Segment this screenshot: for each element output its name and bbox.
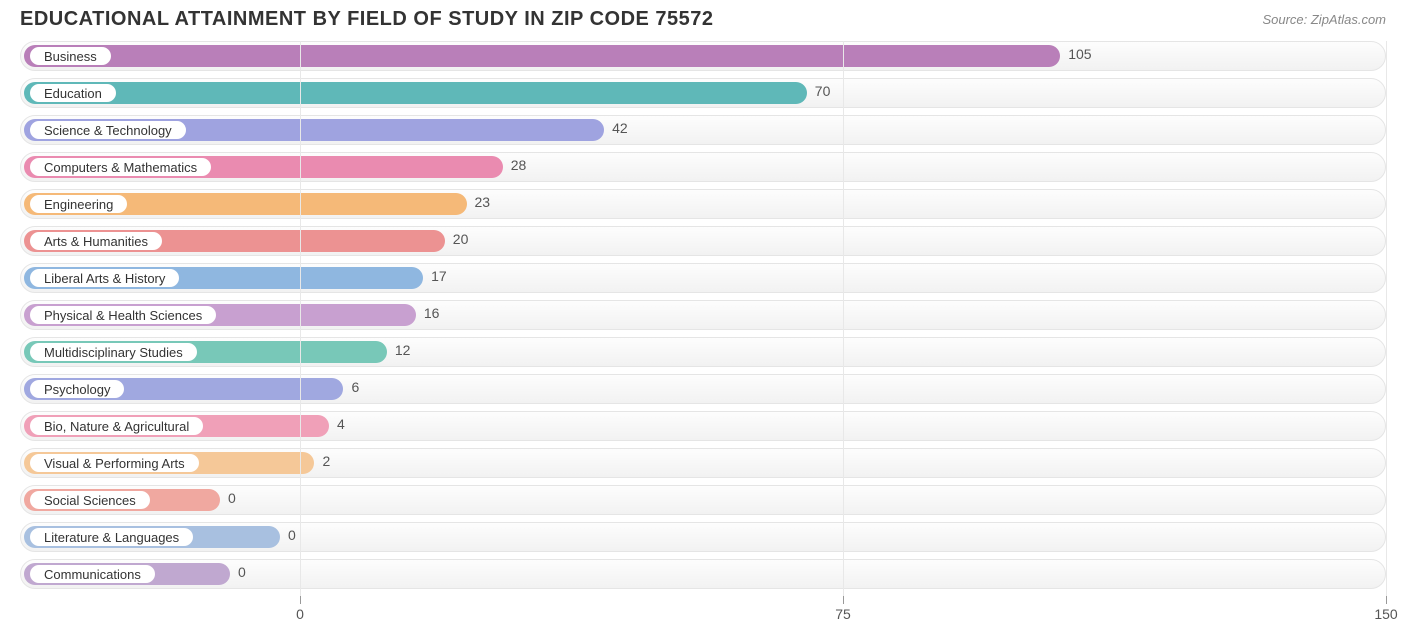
category-pill: Liberal Arts & History	[28, 267, 181, 289]
chart-row: Liberal Arts & History 17	[20, 263, 1386, 297]
chart-row: Literature & Languages 0	[20, 522, 1386, 556]
category-pill: Literature & Languages	[28, 526, 195, 548]
chart-row: Social Sciences 0	[20, 485, 1386, 519]
axis-tick-label: 150	[1374, 606, 1397, 622]
category-pill: Physical & Health Sciences	[28, 304, 218, 326]
axis-tick	[1386, 596, 1387, 604]
category-pill: Arts & Humanities	[28, 230, 164, 252]
x-axis: 075150	[20, 596, 1386, 626]
chart-row: Psychology 6	[20, 374, 1386, 408]
category-pill: Engineering	[28, 193, 129, 215]
category-pill: Visual & Performing Arts	[28, 452, 201, 474]
value-label: 12	[395, 342, 411, 358]
value-label: 105	[1068, 46, 1091, 62]
grid-line	[300, 41, 301, 596]
value-label: 6	[351, 379, 359, 395]
header: EDUCATIONAL ATTAINMENT BY FIELD OF STUDY…	[0, 0, 1406, 35]
axis-tick-label: 0	[296, 606, 304, 622]
chart-title: EDUCATIONAL ATTAINMENT BY FIELD OF STUDY…	[20, 8, 714, 31]
value-label: 0	[238, 564, 246, 580]
chart-row: Engineering 23	[20, 189, 1386, 223]
category-pill: Social Sciences	[28, 489, 152, 511]
axis-tick	[300, 596, 301, 604]
grid-line	[843, 41, 844, 596]
value-label: 4	[337, 416, 345, 432]
value-label: 16	[424, 305, 440, 321]
chart-row: Business 105	[20, 41, 1386, 75]
bar-fill	[24, 82, 807, 104]
chart-row: Multidisciplinary Studies 12	[20, 337, 1386, 371]
chart-row: Computers & Mathematics 28	[20, 152, 1386, 186]
value-label: 28	[511, 157, 527, 173]
grid-line	[1386, 41, 1387, 596]
bars-container: Business 105 Education 70 Science & Technolo…	[20, 41, 1386, 593]
chart-row: Bio, Nature & Agricultural 4	[20, 411, 1386, 445]
category-pill: Computers & Mathematics	[28, 156, 213, 178]
chart-row: Communications 0	[20, 559, 1386, 593]
axis-tick	[843, 596, 844, 604]
chart-row: Education 70	[20, 78, 1386, 112]
value-label: 2	[322, 453, 330, 469]
chart-row: Science & Technology 42	[20, 115, 1386, 149]
category-pill: Communications	[28, 563, 157, 585]
value-label: 70	[815, 83, 831, 99]
category-pill: Science & Technology	[28, 119, 188, 141]
value-label: 0	[288, 527, 296, 543]
category-pill: Business	[28, 45, 113, 67]
category-pill: Bio, Nature & Agricultural	[28, 415, 205, 437]
bar-track	[20, 485, 1386, 515]
chart-row: Arts & Humanities 20	[20, 226, 1386, 260]
category-pill: Multidisciplinary Studies	[28, 341, 199, 363]
bar-fill	[24, 45, 1060, 67]
category-pill: Psychology	[28, 378, 126, 400]
chart-area: Business 105 Education 70 Science & Technolo…	[0, 35, 1406, 626]
source-attribution: Source: ZipAtlas.com	[1262, 8, 1386, 27]
chart-row: Physical & Health Sciences 16	[20, 300, 1386, 334]
axis-tick-label: 75	[835, 606, 851, 622]
value-label: 42	[612, 120, 628, 136]
value-label: 20	[453, 231, 469, 247]
value-label: 23	[475, 194, 491, 210]
value-label: 0	[228, 490, 236, 506]
value-label: 17	[431, 268, 447, 284]
chart-row: Visual & Performing Arts 2	[20, 448, 1386, 482]
category-pill: Education	[28, 82, 118, 104]
